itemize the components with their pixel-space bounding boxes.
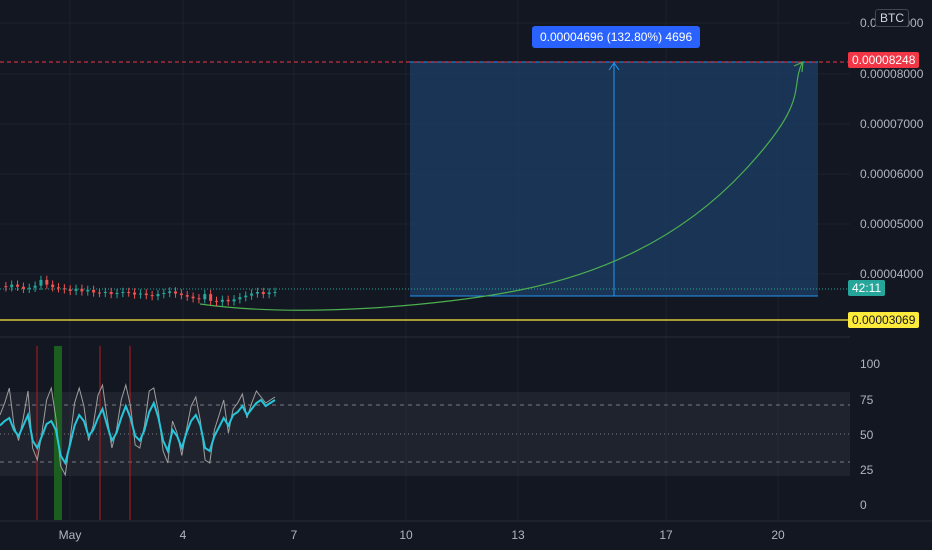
candlestick-series <box>4 275 277 307</box>
candle-body <box>68 289 72 291</box>
candle-body <box>45 279 49 285</box>
time-tick-label: 17 <box>659 528 673 542</box>
candle-body <box>203 294 207 300</box>
price-tick-label: 0.00007000 <box>860 117 924 131</box>
candle-body <box>214 300 218 302</box>
price-tick-label: 0.00004000 <box>860 267 924 281</box>
candle-body <box>27 287 31 289</box>
candle-body <box>133 292 137 295</box>
candle-body <box>74 288 78 291</box>
time-tick-label: 20 <box>771 528 785 542</box>
oscillator-tick-label: 50 <box>860 428 874 442</box>
candle-body <box>103 291 107 294</box>
candle-body <box>220 299 224 302</box>
oscillator-tick-label: 100 <box>860 357 880 371</box>
oscillator-main-line <box>0 398 276 466</box>
candle-body <box>179 293 183 296</box>
countdown-tag: 42:11 <box>848 280 886 296</box>
candle-body <box>162 293 166 295</box>
oscillator-tick-label: 25 <box>860 463 874 477</box>
support-price-tag: 0.00003069 <box>848 312 920 328</box>
time-tick-label: May <box>59 528 82 542</box>
candle-body <box>57 287 61 289</box>
candle-body <box>174 291 178 294</box>
candle-body <box>244 295 248 298</box>
candle-body <box>250 293 254 296</box>
candle-body <box>10 284 14 288</box>
candle-body <box>97 292 101 294</box>
signal-bar-green <box>54 346 62 520</box>
candle-body <box>238 297 242 300</box>
candle-body <box>156 294 160 297</box>
candle-body <box>273 291 277 293</box>
candle-body <box>197 298 201 300</box>
candle-body <box>39 279 43 286</box>
candle-body <box>86 289 90 292</box>
candle-body <box>168 291 172 294</box>
target-price-tag: 0.00008248 <box>848 52 920 68</box>
candle-body <box>4 286 8 288</box>
candle-body <box>267 292 271 295</box>
candle-body <box>80 288 84 292</box>
time-tick-label: 10 <box>399 528 413 542</box>
candle-body <box>51 284 55 288</box>
currency-badge[interactable]: BTC <box>875 9 909 27</box>
candle-body <box>92 289 96 293</box>
measure-tooltip: 0.00004696 (132.80%) 4696 <box>532 26 701 48</box>
oscillator-signal-line <box>0 383 276 477</box>
price-tick-label: 0.00005000 <box>860 217 924 231</box>
time-tick-label: 4 <box>180 528 187 542</box>
candle-body <box>185 295 189 297</box>
oscillator-axis[interactable]: 100 75 50 25 0 <box>860 357 880 512</box>
candle-body <box>232 299 236 302</box>
candle-body <box>226 299 230 302</box>
oscillator-tick-label: 0 <box>860 498 867 512</box>
candle-body <box>115 293 119 295</box>
candle-body <box>62 288 66 290</box>
candle-body <box>33 285 37 288</box>
candle-body <box>209 294 213 301</box>
candle-body <box>21 286 25 289</box>
candle-body <box>191 296 195 299</box>
projection-curve[interactable] <box>199 62 803 311</box>
price-tick-label: 0.00008000 <box>860 67 924 81</box>
candle-body <box>127 291 131 293</box>
candle-body <box>261 291 265 295</box>
price-tick-label: 0.00006000 <box>860 167 924 181</box>
candle-body <box>255 291 259 294</box>
time-axis[interactable]: May 4 7 10 13 17 20 <box>59 528 785 542</box>
candle-body <box>16 284 20 287</box>
projection-arrow-head <box>793 61 804 73</box>
time-tick-label: 7 <box>291 528 298 542</box>
candle-body <box>138 293 142 295</box>
candle-body <box>109 291 113 295</box>
oscillator-pane <box>0 336 850 520</box>
candle-body <box>150 295 154 297</box>
candle-body <box>144 293 148 296</box>
measure-arrow-head <box>608 62 620 71</box>
candle-body <box>121 291 125 294</box>
time-tick-label: 13 <box>511 528 525 542</box>
oscillator-tick-label: 75 <box>860 393 874 407</box>
